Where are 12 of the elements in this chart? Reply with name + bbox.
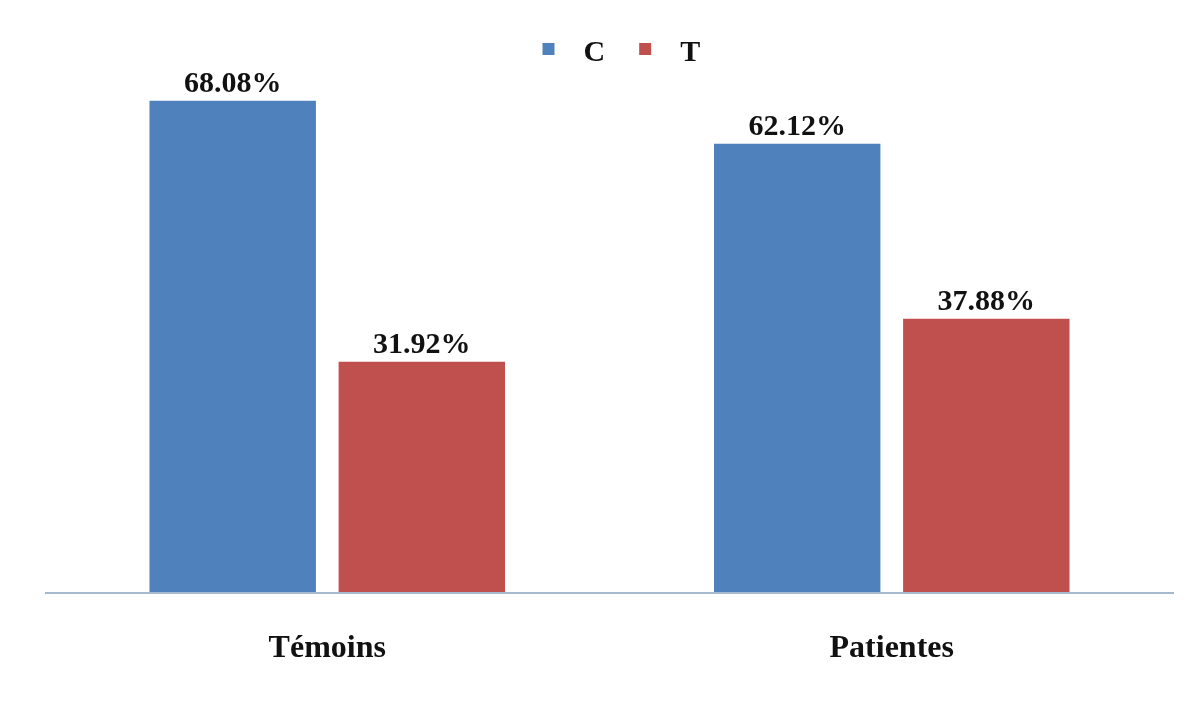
legend-label: T [680, 33, 701, 67]
data-label: 68.08% [183, 64, 282, 98]
x-tick-label: Patientes [829, 628, 954, 665]
legend-label: C [583, 33, 606, 67]
bar [903, 318, 1070, 592]
data-label: 31.92% [373, 325, 471, 359]
bar [713, 143, 881, 592]
bar [338, 361, 506, 592]
data-label: 62.12% [748, 107, 846, 141]
data-label: 37.88% [937, 282, 1036, 316]
bar [149, 100, 316, 592]
x-tick-label: Témoins [268, 628, 386, 665]
